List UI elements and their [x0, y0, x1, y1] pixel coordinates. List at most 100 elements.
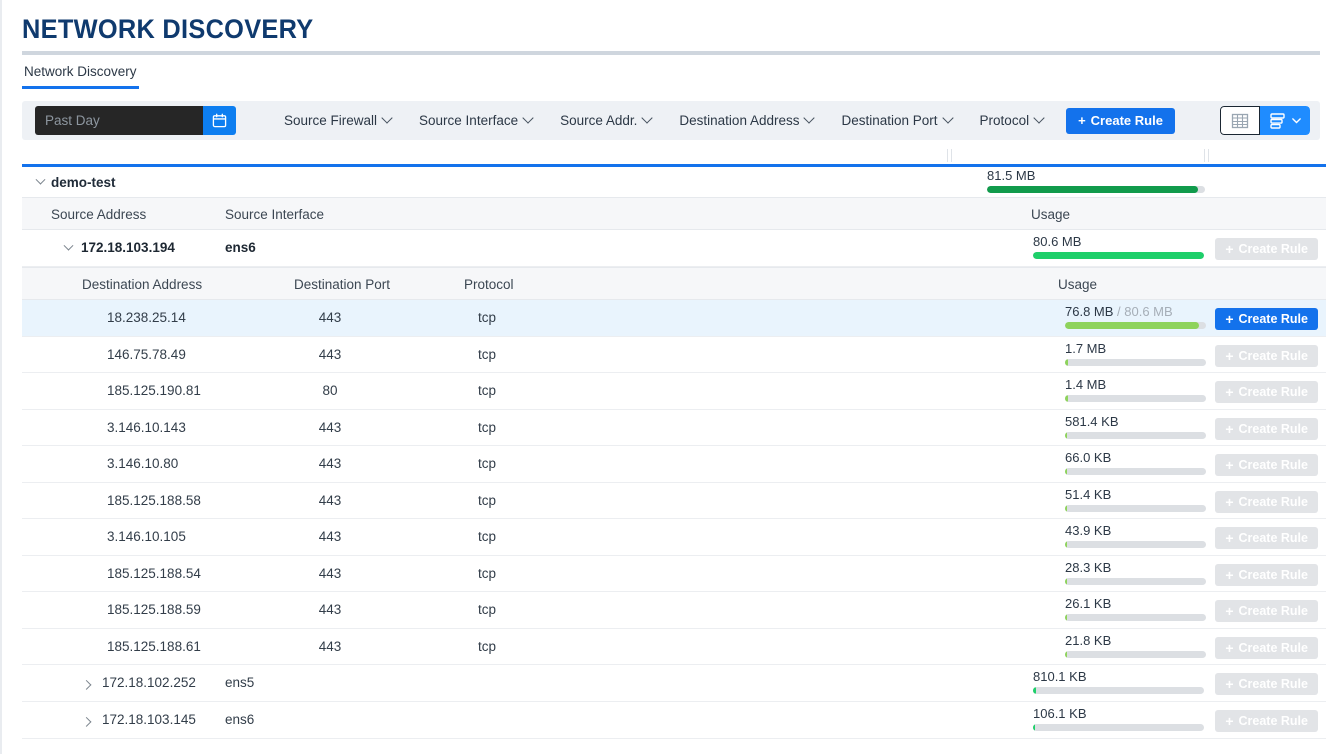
create-rule-button[interactable]: + Create Rule — [1215, 381, 1318, 403]
usage-bar — [1065, 577, 1206, 585]
protocol-cell: tcp — [477, 383, 496, 398]
usage-used: 581.4 KB — [1065, 413, 1119, 429]
create-rule-button[interactable]: + Create Rule — [1215, 454, 1318, 476]
protocol-cell: tcp — [477, 456, 496, 471]
filter-destination-address[interactable]: Destination Address — [665, 111, 827, 128]
filter-label: Source Addr. — [560, 113, 638, 128]
level1-row[interactable]: 172.18.103.194 ens6 80.6 MB + Create Rul… — [22, 230, 1326, 267]
plus-icon: + — [1225, 639, 1234, 656]
usage-used: 1.4 MB — [1065, 377, 1107, 392]
chevron-down-icon — [522, 111, 534, 124]
create-rule-button[interactable]: + Create Rule — [1215, 417, 1318, 440]
create-rule-label: Create Rule — [1238, 312, 1308, 326]
create-rule-button[interactable]: + Create Rule — [1066, 107, 1175, 134]
create-rule-button[interactable]: + Create Rule — [1215, 344, 1318, 367]
group-usage-value: 81.5 MB — [987, 168, 1036, 183]
create-rule-button[interactable]: + Create Rule — [1215, 673, 1318, 695]
level1-row[interactable]: 172.18.102.252 ens5 810.1 KB + Create Rule — [22, 665, 1326, 702]
chevron-right-icon[interactable] — [77, 674, 95, 692]
plus-icon: + — [1225, 384, 1234, 400]
level1-row[interactable]: 172.18.103.145 ens6 106.1 KB + Create Rule — [22, 702, 1326, 739]
view-toggle-group — [1220, 106, 1310, 135]
grid-view-icon — [1231, 113, 1249, 128]
source-address-cell: 172.18.103.145 — [102, 712, 196, 727]
protocol-cell: tcp — [477, 565, 496, 581]
create-rule-button[interactable]: + Create Rule — [1215, 308, 1318, 330]
grid-view-button[interactable] — [1220, 106, 1260, 135]
level2-row[interactable]: 146.75.78.49 443 tcp 1.7 MB + Create Rule — [22, 336, 1326, 373]
plus-icon: + — [1225, 530, 1234, 546]
column-resize-handle[interactable] — [947, 149, 952, 162]
tab-bar: Network Discovery — [22, 63, 1320, 91]
create-rule-button[interactable]: + Create Rule — [1215, 238, 1318, 260]
create-rule-label: Create Rule — [1238, 531, 1308, 545]
stacked-view-button[interactable] — [1260, 106, 1310, 135]
create-rule-button[interactable]: + Create Rule — [1215, 600, 1318, 622]
plus-icon: + — [1225, 311, 1234, 327]
calendar-icon-button[interactable] — [203, 106, 236, 135]
filter-protocol[interactable]: Protocol — [966, 111, 1058, 128]
row-usage: 106.1 KB — [1033, 706, 1204, 731]
plus-icon: + — [1225, 713, 1234, 729]
destination-address-cell: 185.125.190.81 — [107, 383, 201, 398]
usage-used: 1.7 MB — [1065, 340, 1107, 356]
destination-port-cell: 443 — [318, 346, 342, 362]
protocol-cell: tcp — [477, 638, 496, 654]
group-header-row[interactable]: demo-test 81.5 MB — [22, 167, 1326, 197]
date-range-input[interactable] — [35, 106, 203, 135]
protocol-cell: tcp — [477, 310, 496, 325]
chevron-right-icon[interactable] — [77, 711, 95, 729]
protocol-cell: tcp — [477, 602, 496, 617]
column-resize-handle[interactable] — [1204, 149, 1209, 162]
level2-row[interactable]: 185.125.188.54 443 tcp 28.3 KB + Create Rule — [22, 555, 1326, 592]
tab-network-discovery[interactable]: Network Discovery — [22, 64, 139, 89]
level2-row[interactable]: 185.125.188.59 443 tcp 26.1 KB + Create Rule — [22, 592, 1326, 629]
level2-row[interactable]: 3.146.10.80 443 tcp 66.0 KB + Create Rule — [22, 446, 1326, 483]
create-rule-button[interactable]: + Create Rule — [1215, 527, 1318, 549]
destination-port-cell: 443 — [318, 310, 342, 325]
filter-source-firewall[interactable]: Source Firewall — [270, 111, 405, 128]
level2-row[interactable]: 18.238.25.14 443 tcp 76.8 MB / 80.6 MB + Crea… — [22, 300, 1326, 337]
row-usage: 66.0 KB — [1065, 450, 1206, 475]
source-address-cell: 172.18.102.252 — [102, 675, 196, 690]
destination-address-cell: 3.146.10.105 — [107, 529, 186, 544]
chevron-down-icon[interactable] — [31, 173, 49, 191]
usage-bar — [1065, 358, 1206, 366]
destination-port-cell: 443 — [318, 565, 342, 581]
usage-value: 21.8 KB — [1065, 633, 1206, 648]
level2-row[interactable]: 185.125.188.58 443 tcp 51.4 KB + Create Rule — [22, 482, 1326, 519]
table-top-accent-bar — [22, 164, 1326, 167]
create-rule-button[interactable]: + Create Rule — [1215, 490, 1318, 513]
level2-row[interactable]: 3.146.10.105 443 tcp 43.9 KB + Create Rule — [22, 519, 1326, 556]
row-usage: 26.1 KB — [1065, 596, 1206, 621]
create-rule-label: Create Rule — [1238, 421, 1308, 436]
source-address-cell: 172.18.103.194 — [81, 240, 175, 255]
usage-value: 80.6 MB — [1033, 234, 1082, 249]
destination-port-cell: 80 — [322, 383, 338, 398]
row-usage: 1.7 MB — [1065, 341, 1206, 366]
filter-label: Source Firewall — [284, 113, 378, 128]
level2-row[interactable]: 185.125.190.81 80 tcp 1.4 MB + Create Rule — [22, 373, 1326, 410]
row-usage: 21.8 KB — [1065, 633, 1206, 658]
usage-used: 76.8 MB — [1065, 304, 1114, 319]
filter-destination-port[interactable]: Destination Port — [827, 111, 965, 128]
destination-port-cell: 443 — [318, 456, 342, 471]
chevron-down-icon[interactable] — [59, 239, 77, 257]
level2-row[interactable]: 3.146.10.143 443 tcp 581.4 KB + Create Rule — [22, 409, 1326, 446]
create-rule-button[interactable]: + Create Rule — [1215, 636, 1318, 659]
usage-value: 106.1 KB — [1033, 706, 1087, 721]
level2-row[interactable]: 185.125.188.61 443 tcp 21.8 KB + Create Rule — [22, 628, 1326, 665]
usage-value: 51.4 KB — [1065, 487, 1206, 502]
filter-label: Destination Port — [841, 113, 938, 128]
source-interface-cell: ens6 — [225, 240, 256, 255]
protocol-cell: tcp — [477, 346, 496, 362]
usage-value: 66.0 KB — [1065, 450, 1206, 465]
level2-row-list: 18.238.25.14 443 tcp 76.8 MB / 80.6 MB + Crea… — [22, 300, 1326, 665]
group-usage-bar — [987, 186, 1205, 193]
create-rule-button[interactable]: + Create Rule — [1215, 710, 1318, 732]
filter-list: Source Firewall Source Interface Source … — [270, 101, 1175, 140]
filter-source-addr[interactable]: Source Addr. — [546, 111, 665, 128]
row-usage: 76.8 MB / 80.6 MB — [1065, 304, 1206, 329]
filter-source-interface[interactable]: Source Interface — [405, 111, 546, 128]
create-rule-button[interactable]: + Create Rule — [1215, 563, 1318, 586]
